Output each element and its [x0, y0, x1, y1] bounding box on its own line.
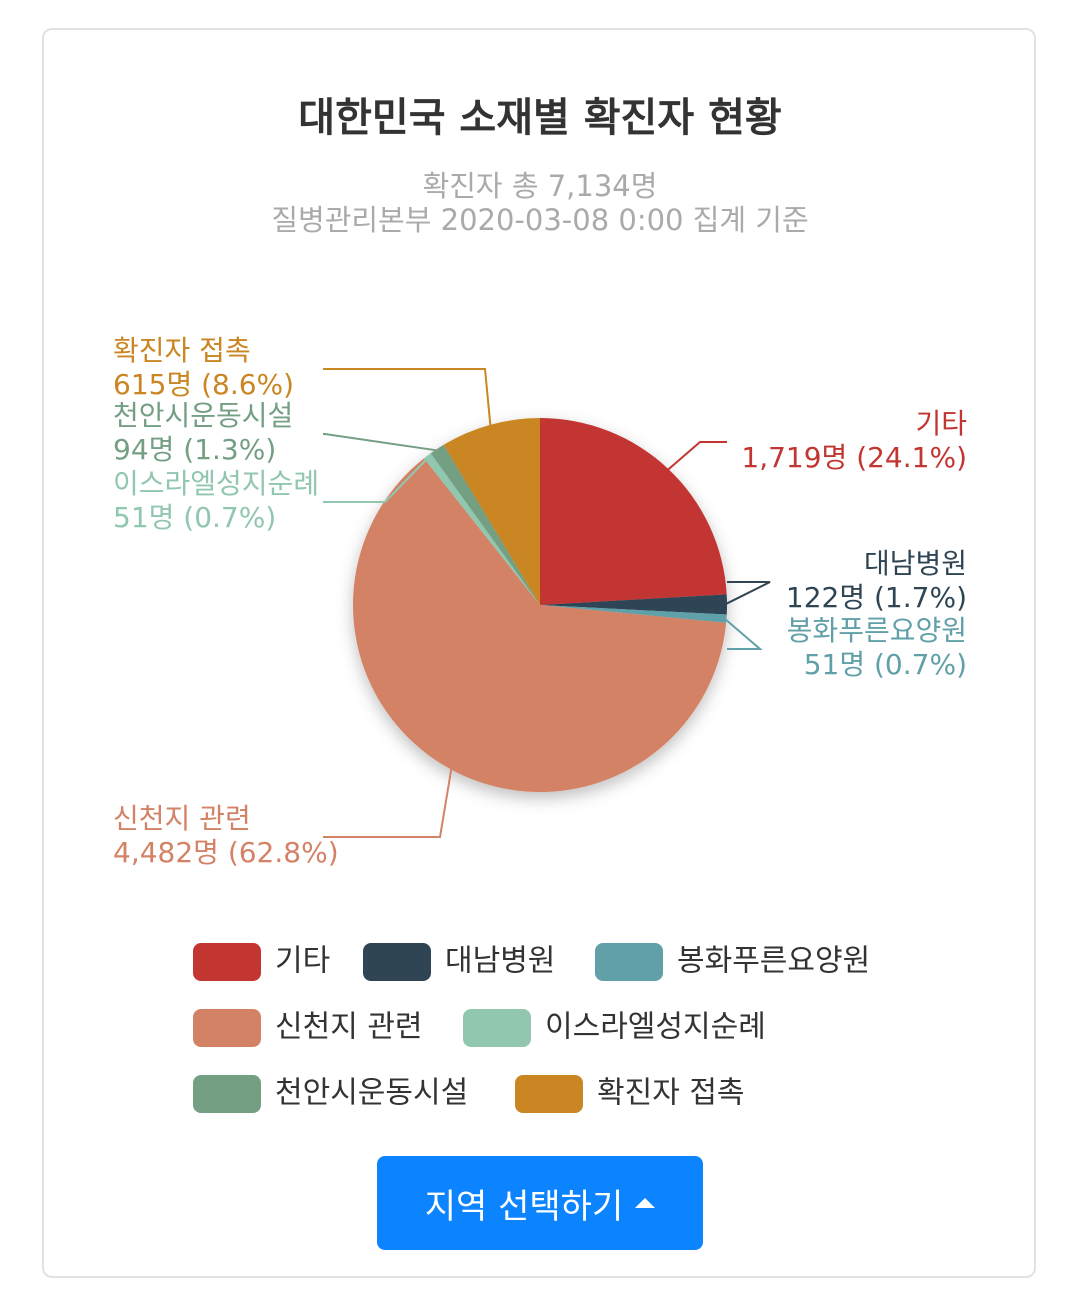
leader-line [723, 617, 763, 650]
pie-slice [443, 418, 540, 605]
legend-label: 천안시운동시설 [275, 1076, 468, 1111]
slice-label: 확진자 접촉 [113, 334, 251, 367]
leader-line [323, 456, 430, 503]
slice-value-label: 1,719명 (24.1%) [741, 441, 967, 474]
legend-label: 이스라엘성지순례 [545, 1010, 766, 1045]
slice-label: 대남병원 [864, 547, 967, 580]
subtitle: 질병관리본부 2020-03-08 0:00 집계 기준 [271, 203, 808, 237]
pie-slice [540, 594, 728, 615]
slice-value-label: 615명 (8.6%) [113, 368, 294, 401]
slice-label: 천안시운동시설 [113, 399, 293, 432]
legend-swatch [193, 1009, 261, 1047]
slice-value-label: 4,482명 (62.8%) [113, 836, 339, 869]
slice-label: 이스라엘성지순례 [113, 467, 319, 500]
legend-swatch [463, 1009, 531, 1047]
legend-label: 봉화푸른요양원 [677, 944, 870, 979]
leader-line [323, 433, 439, 452]
pie-slice [430, 444, 540, 605]
region-select-button[interactable]: 지역 선택하기 [377, 1156, 703, 1250]
chart-title: 대한민국 소재별 확진자 현황 [298, 95, 781, 141]
legend-label: 기타 [275, 944, 330, 979]
slice-value-label: 51명 (0.7%) [804, 648, 967, 681]
slice-label: 신천지 관련 [113, 802, 251, 835]
legend-swatch [515, 1075, 583, 1113]
slice-label: 봉화푸른요양원 [787, 614, 967, 647]
slice-value-label: 51명 (0.7%) [113, 501, 276, 534]
pie-slice [423, 453, 540, 605]
leader-line [323, 368, 492, 427]
subtitle: 확진자 총 7,134명 [423, 169, 658, 203]
pie-slice [540, 418, 727, 605]
legend-label: 신천지 관련 [275, 1010, 423, 1045]
legend-label: 대남병원 [445, 944, 555, 979]
legend-swatch [363, 943, 431, 981]
legend-swatch [193, 943, 261, 981]
legend-label: 확진자 접촉 [597, 1076, 745, 1111]
legend-swatch [193, 1075, 261, 1113]
pie-slice [353, 458, 727, 792]
legend-swatch [595, 943, 663, 981]
pie-slice [540, 605, 727, 623]
slice-label: 기타 [915, 407, 967, 440]
pie [353, 418, 728, 792]
caret-icon [635, 1198, 656, 1208]
card [42, 28, 1036, 1278]
leader-line [666, 441, 727, 472]
slice-value-label: 94명 (1.3%) [113, 433, 276, 466]
leader-line [323, 767, 453, 838]
button-label: 지역 선택하기 [424, 1186, 624, 1227]
slice-value-label: 122명 (1.7%) [786, 581, 967, 614]
chart: 대한민국 소재별 확진자 현황 확진자 총 7,134명 질병관리본부 2020… [113, 95, 967, 1113]
leader-line [724, 581, 771, 606]
